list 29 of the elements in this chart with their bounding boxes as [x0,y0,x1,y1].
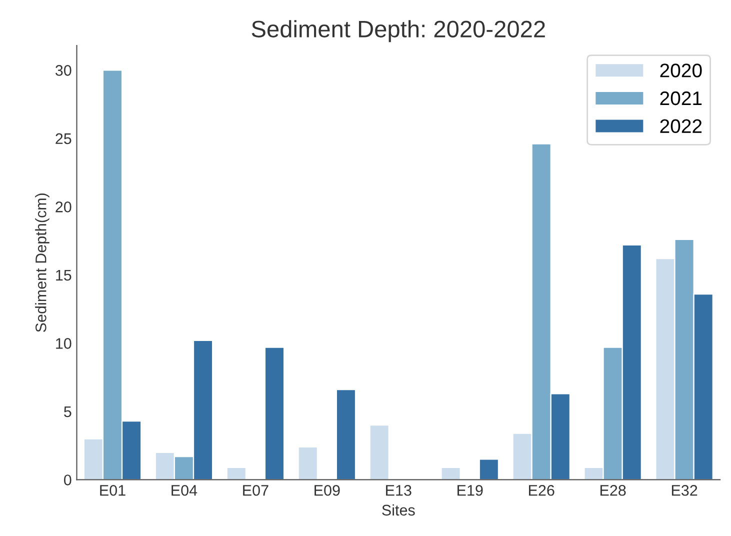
bar [369,424,390,480]
x-tick-label: E04 [172,484,198,496]
bar [478,458,500,480]
y-tick-label: 30 [55,65,72,76]
y-tick-label: 0 [64,474,72,486]
x-tick-label: E28 [600,484,626,496]
x-tick-label: E09 [314,484,340,496]
bar [264,346,285,480]
y-tick-label: 10 [56,338,72,349]
x-tick-label: E19 [458,484,483,496]
bar [336,389,356,480]
x-tick-label: E01 [100,484,126,496]
legend-label: 2021 [660,91,702,106]
y-tick-label: 15 [56,270,72,281]
x-tick-label: E07 [243,484,268,496]
bar [298,446,318,480]
bar [226,466,246,480]
x-tick-label: E32 [672,484,698,496]
x-tick-label: E26 [529,484,554,496]
x-axis-title: Sites [382,504,415,516]
legend-label: 2022 [660,119,702,134]
y-tick-label: 20 [56,202,72,212]
bar [440,466,461,480]
chart-title: Sediment Depth: 2020-2022 [252,20,545,42]
y-tick-label: 25 [56,133,72,144]
y-axis-title: Sediment Depth(cm) [35,194,50,332]
y-tick-label: 5 [64,406,72,418]
x-tick-label: E13 [386,484,412,496]
legend-label: 2020 [660,64,702,78]
